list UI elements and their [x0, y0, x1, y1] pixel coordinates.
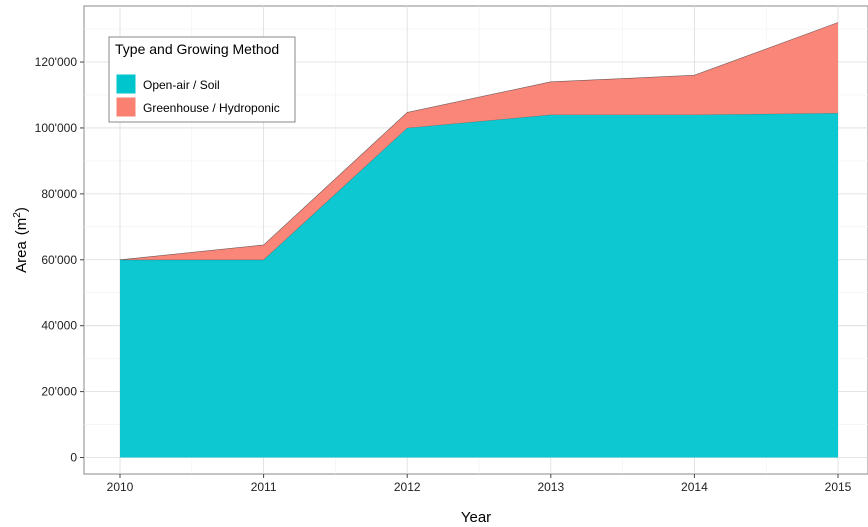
- y-tick-label: 80'000: [41, 187, 77, 201]
- y-tick-label: 20'000: [41, 385, 77, 399]
- y-tick-label: 120'000: [35, 55, 78, 69]
- x-tick-label: 2011: [251, 480, 277, 494]
- area-layers: [119, 22, 839, 458]
- legend-swatch-open-air-soil: [115, 73, 137, 95]
- y-tick-label: 40'000: [41, 319, 77, 333]
- legend-swatch-greenhouse-hydroponic: [115, 96, 137, 118]
- y-tick-label: 0: [70, 451, 77, 465]
- legend-label-open-air-soil: Open-air / Soil: [143, 78, 220, 92]
- y-axis-unit-base: m: [13, 218, 30, 231]
- y-axis-title-main: Area: [13, 241, 30, 273]
- x-tick-label: 2010: [107, 480, 134, 494]
- legend-label-greenhouse-hydroponic: Greenhouse / Hydroponic: [143, 101, 280, 115]
- x-tick-label: 2013: [537, 480, 564, 494]
- area-greenhouse-hydroponic: [120, 22, 838, 260]
- area-outline-greenhouse-hydroponic: [119, 22, 839, 261]
- x-axis-ticks: 2010 2011 2012 2013 2014 2015: [107, 474, 852, 494]
- x-axis-title: Year: [461, 509, 491, 526]
- y-axis-title: Area(m2): [12, 207, 30, 273]
- y-tick-label: 100'000: [35, 121, 78, 135]
- y-axis-ticks: 0 20'000 40'000 60'000 80'000 100'000 120'000: [35, 55, 84, 465]
- area-open-air-soil: [120, 113, 838, 458]
- y-axis-unit-exp: 2: [12, 212, 23, 218]
- area-outline-open-air-soil: [120, 112, 839, 261]
- legend-box: [108, 36, 296, 123]
- legend-title: Type and Growing Method: [115, 41, 279, 57]
- x-tick-label: 2015: [825, 480, 852, 494]
- x-tick-label: 2012: [394, 480, 421, 494]
- legend: Type and Growing Method Open-air / Soil …: [108, 36, 296, 123]
- y-tick-label: 60'000: [41, 253, 77, 267]
- x-tick-label: 2014: [681, 480, 708, 494]
